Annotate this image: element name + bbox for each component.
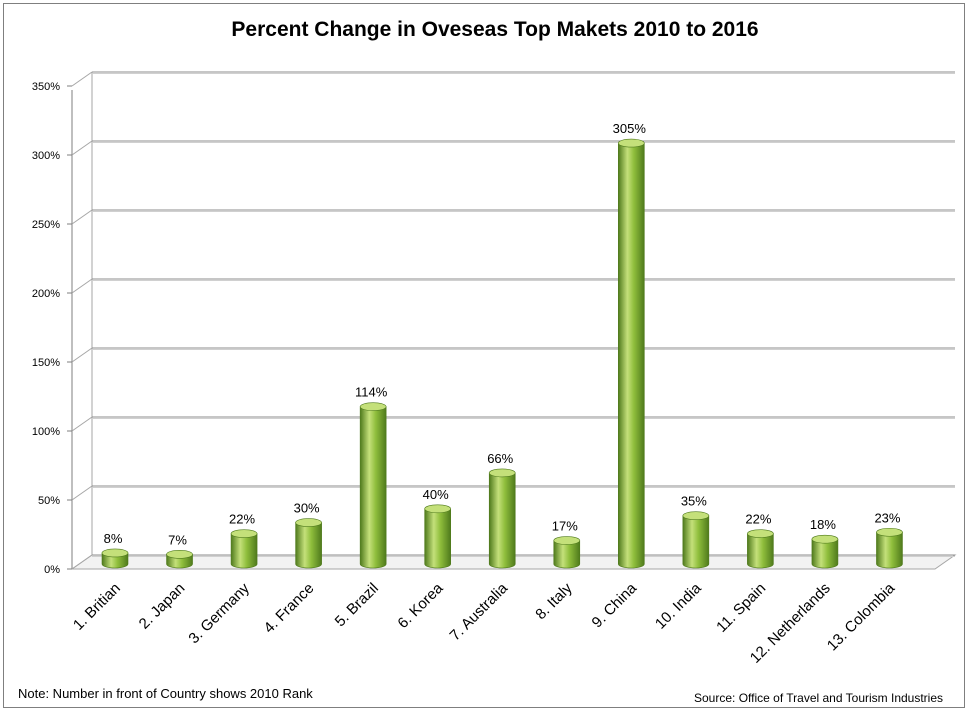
x-tick-label: 6. Korea bbox=[394, 579, 447, 632]
bar-value-label: 305% bbox=[613, 121, 647, 136]
y-tick-label: 350% bbox=[32, 81, 60, 93]
bar bbox=[811, 534, 839, 569]
y-tick-label: 300% bbox=[32, 150, 60, 162]
y-tick-label: 100% bbox=[32, 426, 60, 438]
gridline-side bbox=[71, 140, 93, 156]
bar bbox=[230, 529, 258, 569]
bar-value-label: 7% bbox=[168, 532, 187, 547]
bar-body bbox=[747, 533, 774, 569]
gridline-side bbox=[71, 485, 93, 501]
x-tick-label: 3. Germany bbox=[185, 579, 253, 647]
bar-top bbox=[811, 534, 839, 544]
bar-top bbox=[618, 138, 645, 148]
gridline-side bbox=[71, 278, 93, 294]
bar-value-label: 30% bbox=[294, 501, 320, 516]
bar-top bbox=[553, 536, 581, 545]
bar-body bbox=[811, 538, 839, 569]
bar-top bbox=[295, 518, 322, 527]
bar-top bbox=[101, 548, 129, 558]
bar bbox=[166, 550, 193, 569]
bar bbox=[359, 402, 387, 569]
bar-value-label: 17% bbox=[552, 519, 578, 534]
bar-value-label: 66% bbox=[487, 451, 513, 466]
x-tick-label: 8. Italy bbox=[532, 579, 576, 623]
bar-top bbox=[682, 511, 710, 521]
bar-top bbox=[424, 504, 451, 514]
bar-top bbox=[876, 527, 903, 537]
x-tick-label: 5. Brazil bbox=[332, 580, 382, 630]
y-tick-label: 250% bbox=[32, 219, 60, 231]
bar bbox=[488, 468, 516, 569]
chart-frame bbox=[3, 3, 965, 708]
gridline-side bbox=[71, 209, 93, 225]
bar-value-label: 18% bbox=[810, 517, 836, 532]
bar-top bbox=[166, 550, 193, 559]
chart-note: Note: Number in front of Country shows 2… bbox=[18, 686, 313, 701]
bar bbox=[876, 527, 903, 569]
bar-body bbox=[876, 531, 903, 569]
y-tick-label: 150% bbox=[32, 357, 60, 369]
x-tick-label: 9. China bbox=[589, 579, 641, 631]
bar-value-label: 23% bbox=[874, 510, 900, 525]
chart-title: Percent Change in Oveseas Top Makets 201… bbox=[231, 18, 759, 41]
bar-value-label: 114% bbox=[355, 385, 388, 400]
bar-body bbox=[230, 533, 258, 569]
x-tick-label: 10. India bbox=[652, 579, 705, 632]
gridline-side bbox=[71, 71, 93, 87]
bar bbox=[295, 518, 322, 569]
bar-value-label: 22% bbox=[229, 512, 255, 527]
bar-body bbox=[488, 472, 516, 569]
y-tick-label: 200% bbox=[32, 288, 60, 300]
y-tick-label: 0% bbox=[44, 564, 60, 576]
y-tick-label: 50% bbox=[38, 495, 60, 507]
x-tick-label: 1. Britian bbox=[70, 580, 124, 634]
bar bbox=[101, 548, 129, 569]
gridline-side bbox=[71, 554, 93, 570]
x-tick-label: 11. Spain bbox=[713, 580, 769, 636]
bar bbox=[424, 504, 451, 569]
bar bbox=[618, 138, 645, 569]
bar-top bbox=[230, 529, 258, 538]
bar bbox=[553, 536, 581, 569]
x-tick-label: 7. Australia bbox=[447, 579, 512, 644]
bar-body bbox=[553, 540, 581, 569]
bar-body bbox=[295, 522, 322, 569]
chart-source: Source: Office of Travel and Tourism Ind… bbox=[694, 691, 944, 705]
bar-body bbox=[359, 406, 387, 569]
bar-body bbox=[682, 515, 710, 569]
x-tick-label: 2. Japan bbox=[136, 580, 189, 633]
bar-value-label: 8% bbox=[104, 531, 123, 546]
bar-top bbox=[747, 529, 774, 538]
bar bbox=[747, 529, 774, 569]
bar-value-label: 40% bbox=[423, 487, 449, 502]
bar bbox=[682, 511, 710, 569]
bar-body bbox=[424, 508, 451, 569]
x-tick-label: 13. Colombia bbox=[824, 579, 899, 654]
bar-value-label: 35% bbox=[681, 494, 707, 509]
x-tick-label: 4. France bbox=[261, 580, 318, 637]
bar-value-label: 22% bbox=[745, 512, 771, 527]
bar-top bbox=[359, 402, 387, 411]
bar-body bbox=[618, 142, 645, 569]
bar-top bbox=[488, 468, 516, 478]
gridline-side bbox=[71, 416, 93, 432]
gridline-side bbox=[71, 347, 93, 363]
